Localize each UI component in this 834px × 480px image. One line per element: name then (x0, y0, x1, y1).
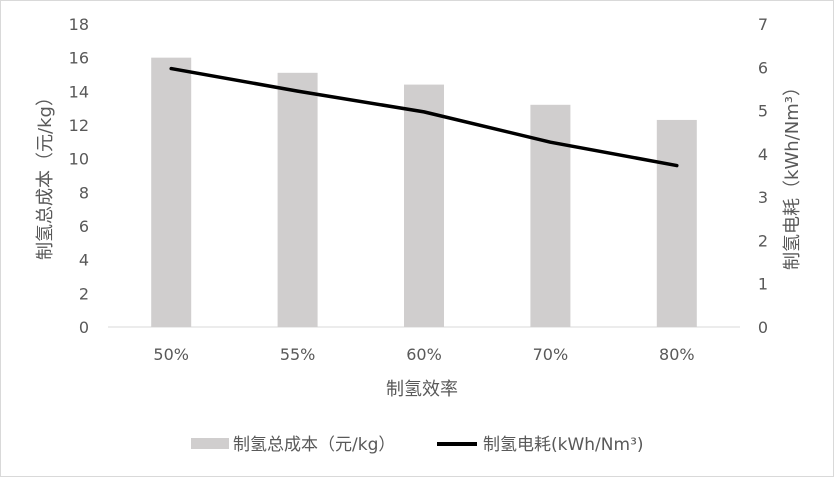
bar-series (151, 57, 697, 328)
y-tick-label-0: 0 (79, 318, 89, 337)
y2-tick-label-5: 5 (758, 102, 768, 121)
y2-tick-label-6: 6 (758, 58, 768, 77)
left-axis-ticks: 0 2 4 6 8 10 12 14 16 18 (69, 15, 89, 337)
y-tick-label-4: 8 (79, 183, 89, 202)
x-tick-label-0: 50% (153, 345, 189, 364)
x-tick-label-3: 70% (533, 345, 569, 364)
y-tick-label-6: 12 (69, 116, 89, 135)
line-path (169, 66, 679, 168)
x-tick-label-4: 80% (659, 345, 695, 364)
line-series (169, 66, 679, 168)
y-tick-label-5: 10 (69, 150, 89, 169)
y-tick-label-7: 14 (69, 82, 89, 101)
bar-0 (151, 57, 192, 328)
bar-2 (404, 84, 444, 327)
y-tick-label-3: 6 (79, 217, 89, 236)
legend: 制氢总成本（元/kg） 制氢电耗(kWh/Nm³) (191, 435, 644, 455)
x-axis-ticks: 50% 55% 60% 70% 80% (153, 345, 694, 364)
right-axis-ticks: 0 1 2 3 4 5 6 7 (758, 15, 768, 337)
bar-1 (277, 72, 318, 327)
y-tick-label-1: 2 (79, 284, 89, 303)
y-tick-label-8: 16 (69, 49, 89, 68)
y2-tick-label-7: 7 (758, 15, 768, 34)
x-tick-label-1: 55% (280, 345, 316, 364)
y-tick-label-2: 4 (79, 251, 89, 270)
y2-tick-label-4: 4 (758, 145, 768, 164)
legend-line-label: 制氢电耗(kWh/Nm³) (483, 435, 644, 455)
y2-tick-label-0: 0 (758, 318, 768, 337)
x-tick-label-2: 60% (406, 345, 442, 364)
legend-bar-swatch (191, 438, 229, 449)
x-axis-title: 制氢效率 (386, 379, 458, 400)
y2-tick-label-1: 1 (758, 275, 768, 294)
y-tick-label-9: 18 (69, 15, 89, 34)
right-axis-title: 制氢电耗（kWh/Nm³） (782, 78, 803, 270)
left-axis-title: 制氢总成本（元/kg） (35, 88, 56, 260)
legend-bar-label: 制氢总成本（元/kg） (233, 435, 395, 455)
y2-tick-label-3: 3 (758, 188, 768, 207)
bar-4 (656, 119, 697, 327)
y2-tick-label-2: 2 (758, 231, 768, 250)
